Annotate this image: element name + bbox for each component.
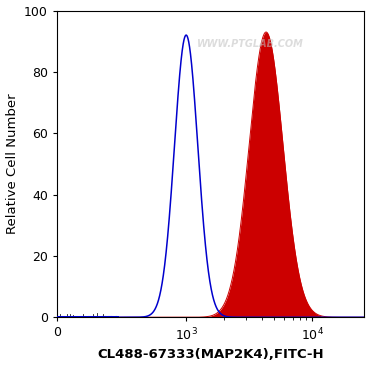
- Y-axis label: Relative Cell Number: Relative Cell Number: [6, 94, 18, 234]
- X-axis label: CL488-67333(MAP2K4),FITC-H: CL488-67333(MAP2K4),FITC-H: [97, 348, 324, 361]
- Text: WWW.PTGLAB.COM: WWW.PTGLAB.COM: [197, 39, 304, 49]
